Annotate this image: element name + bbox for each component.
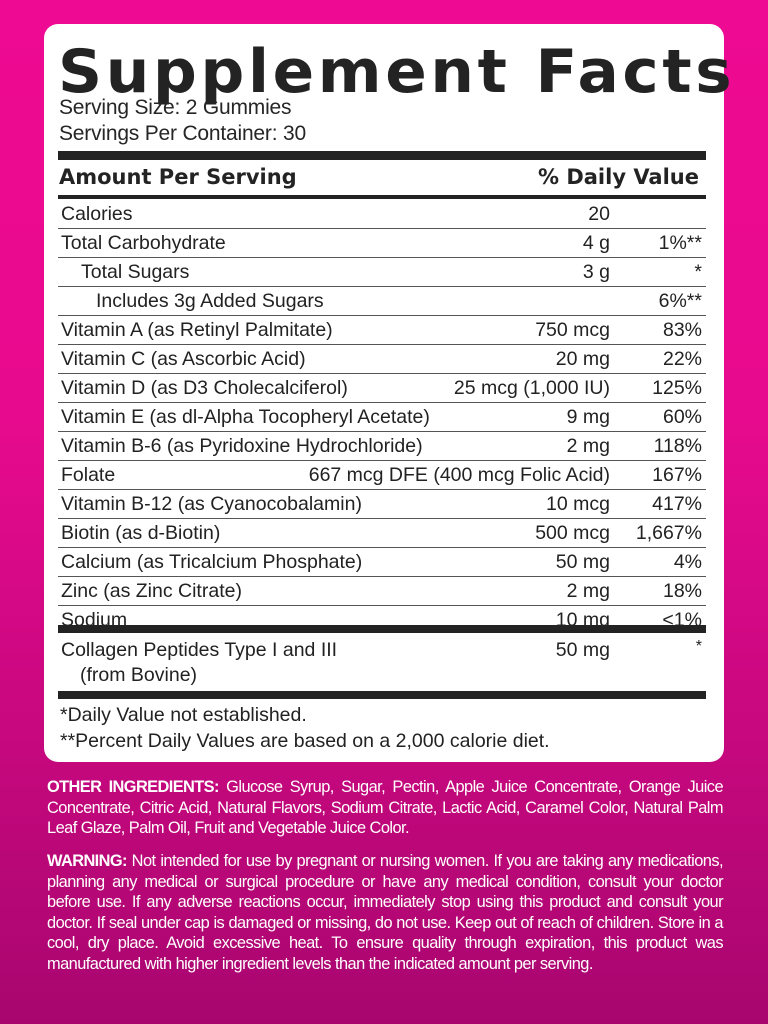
nutrient-name: Total Sugars (81, 261, 190, 283)
nutrient-amount: 667 mcg DFE (400 mcg Folic Acid) (308, 464, 610, 486)
warning: WARNING: Not intended for use by pregnan… (47, 851, 724, 974)
table-row: Vitamin B-6 (as Pyridoxine Hydrochloride… (58, 432, 706, 461)
table-row: Vitamin A (as Retinyl Palmitate) 750 mcg 8… (58, 316, 706, 345)
nutrient-name: Vitamin D (as D3 Cholecalciferol) (61, 377, 348, 399)
nutrient-name: Vitamin B-12 (as Cyanocobalamin) (61, 493, 362, 515)
nutrient-amount: 2 mg (566, 580, 610, 602)
nutrient-dv: 1%** (658, 232, 702, 254)
divider-thick (58, 151, 706, 160)
footnote-percent-dv: **Percent Daily Values are based on a 2,… (60, 730, 550, 752)
nutrient-amount: 750 mcg (535, 319, 610, 341)
collagen-source: (from Bovine) (80, 664, 198, 686)
other-ingredients-heading: OTHER INGREDIENTS: (47, 778, 219, 796)
nutrient-dv: 118% (653, 435, 702, 457)
nutrient-dv: 1,667% (635, 522, 702, 544)
nutrient-amount: 10 mcg (546, 493, 610, 515)
collagen-amount: 50 mg (555, 639, 610, 661)
nutrient-name: Includes 3g Added Sugars (96, 290, 324, 312)
other-ingredients-text: Glucose Syrup, Sugar, Pectin, Apple Juic… (47, 778, 724, 837)
collagen-dv: * (695, 638, 702, 655)
warning-text: Not intended for use by pregnant or nurs… (47, 852, 724, 973)
divider-thick (58, 625, 706, 633)
nutrient-amount: 20 mg (555, 348, 610, 370)
nutrient-name: Vitamin B-6 (as Pyridoxine Hydrochloride… (61, 435, 423, 457)
nutrient-dv: * (694, 261, 702, 283)
nutrient-amount: 500 mcg (535, 522, 610, 544)
nutrient-name: Vitamin A (as Retinyl Palmitate) (61, 319, 333, 341)
nutrient-dv: 167% (652, 464, 702, 486)
nutrient-dv: 60% (662, 406, 702, 428)
panel-title: Supplement Facts (58, 37, 736, 107)
nutrient-amount: 25 mcg (1,000 IU) (453, 377, 610, 399)
nutrient-amount: 50 mg (555, 551, 610, 573)
nutrient-name: Vitamin C (as Ascorbic Acid) (61, 348, 306, 370)
header-daily-value: % Daily Value (537, 165, 699, 189)
nutrient-amount: 3 g (582, 261, 610, 283)
table-row: Vitamin C (as Ascorbic Acid) 20 mg 22% (58, 345, 706, 374)
nutrient-name: Zinc (as Zinc Citrate) (61, 580, 242, 602)
table-row: Calcium (as Tricalcium Phosphate) 50 mg 4% (58, 548, 706, 577)
nutrient-dv: 4% (673, 551, 702, 573)
nutrient-dv: 417% (652, 493, 702, 515)
divider-medium (58, 195, 706, 199)
table-row: Vitamin D (as D3 Cholecalciferol) 25 mcg … (58, 374, 706, 403)
servings-per-container: Servings Per Container: 30 (59, 122, 306, 145)
nutrient-dv: 125% (652, 377, 702, 399)
nutrient-table: Calories 20 Total Carbohydrate 4 g 1%** Tot… (58, 200, 706, 634)
table-row: Biotin (as d-Biotin) 500 mcg 1,667% (58, 519, 706, 548)
nutrient-amount: 2 mg (566, 435, 610, 457)
nutrient-amount: 20 (588, 203, 610, 225)
supplement-facts-panel: Supplement Facts Serving Size: 2 Gummies… (44, 24, 732, 762)
footnote-dv-not-established: *Daily Value not established. (60, 704, 307, 726)
header-amount-per-serving: Amount Per Serving (59, 165, 297, 189)
warning-heading: WARNING: (47, 852, 127, 870)
table-row: Folate 667 mcg DFE (400 mcg Folic Acid) 16… (58, 461, 706, 490)
divider-thick (58, 691, 706, 699)
table-row: Total Sugars 3 g * (58, 258, 706, 287)
serving-size: Serving Size: 2 Gummies (59, 96, 292, 119)
nutrient-name: Vitamin E (as dl-Alpha Tocopheryl Acetat… (61, 406, 430, 428)
collagen-name: Collagen Peptides Type I and III (61, 639, 338, 661)
nutrient-dv: 18% (662, 580, 702, 602)
table-row: Total Carbohydrate 4 g 1%** (58, 229, 706, 258)
table-row: Vitamin B-12 (as Cyanocobalamin) 10 mcg 41… (58, 490, 706, 519)
nutrient-name: Calories (61, 203, 133, 225)
table-row: Includes 3g Added Sugars 6%** (58, 287, 706, 316)
table-header: Amount Per Serving % Daily Value (59, 162, 699, 192)
nutrient-name: Calcium (as Tricalcium Phosphate) (61, 551, 363, 573)
other-ingredients: OTHER INGREDIENTS: Glucose Syrup, Sugar,… (47, 777, 724, 839)
table-row: Calories 20 (58, 200, 706, 229)
nutrient-name: Total Carbohydrate (61, 232, 226, 254)
nutrient-dv: 22% (662, 348, 702, 370)
nutrient-name: Biotin (as d-Biotin) (61, 522, 221, 544)
collagen-row: Collagen Peptides Type I and III (from B… (58, 633, 706, 691)
nutrient-dv: 83% (662, 319, 702, 341)
nutrient-amount: 9 mg (566, 406, 610, 428)
nutrient-amount: 4 g (582, 232, 610, 254)
nutrient-dv: 6%** (658, 290, 702, 312)
table-row: Vitamin E (as dl-Alpha Tocopheryl Acetat… (58, 403, 706, 432)
nutrient-name: Folate (61, 464, 116, 486)
table-row: Zinc (as Zinc Citrate) 2 mg 18% (58, 577, 706, 606)
